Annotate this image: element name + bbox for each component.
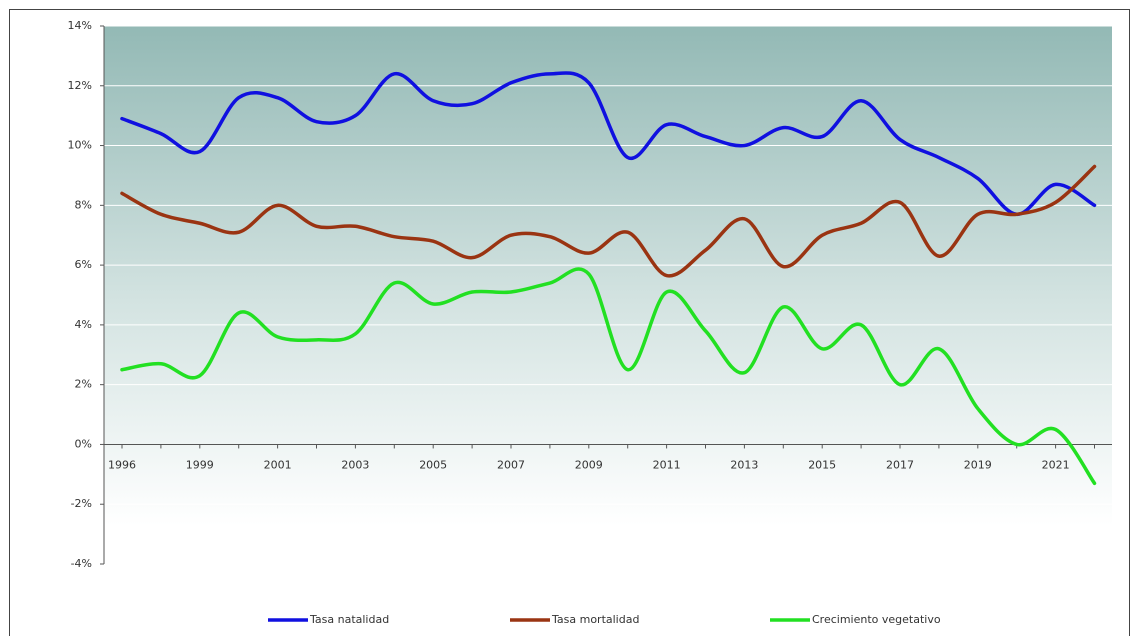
legend-label: Tasa mortalidad — [551, 613, 639, 626]
x-tick-label: 2019 — [964, 458, 992, 471]
x-tick-label: 2001 — [264, 458, 292, 471]
y-tick-label: -4% — [71, 557, 92, 570]
line-series — [120, 71, 1097, 217]
y-tick-label: -2% — [71, 497, 92, 510]
line-series — [120, 267, 1097, 486]
frame — [9, 9, 1130, 636]
line-series — [120, 164, 1097, 278]
y-tick-label: 6% — [75, 258, 92, 271]
y-tick-label: 14% — [68, 19, 92, 32]
x-tick-label: 2017 — [886, 458, 914, 471]
y-tick-label: 8% — [75, 198, 92, 211]
y-tick-label: 0% — [75, 437, 92, 450]
x-tick-label: 2021 — [1042, 458, 1070, 471]
x-tick-label: 1996 — [108, 458, 136, 471]
y-tick-label: 4% — [75, 318, 92, 331]
y-tick-label: 10% — [68, 139, 92, 152]
x-tick-label: 2007 — [497, 458, 525, 471]
legend-label: Tasa natalidad — [309, 613, 389, 626]
x-tick-label: 2003 — [341, 458, 369, 471]
legend-label: Crecimiento vegetativo — [812, 613, 941, 626]
y-tick-label: 12% — [68, 79, 92, 92]
x-tick-label: 2009 — [575, 458, 603, 471]
x-tick-label: 2015 — [808, 458, 836, 471]
x-tick-label: 2013 — [730, 458, 758, 471]
x-tick-label: 2005 — [419, 458, 447, 471]
plot-background — [104, 26, 1112, 526]
x-tick-label: 1999 — [186, 458, 214, 471]
x-tick-label: 2011 — [653, 458, 681, 471]
y-tick-label: 2% — [75, 378, 92, 391]
